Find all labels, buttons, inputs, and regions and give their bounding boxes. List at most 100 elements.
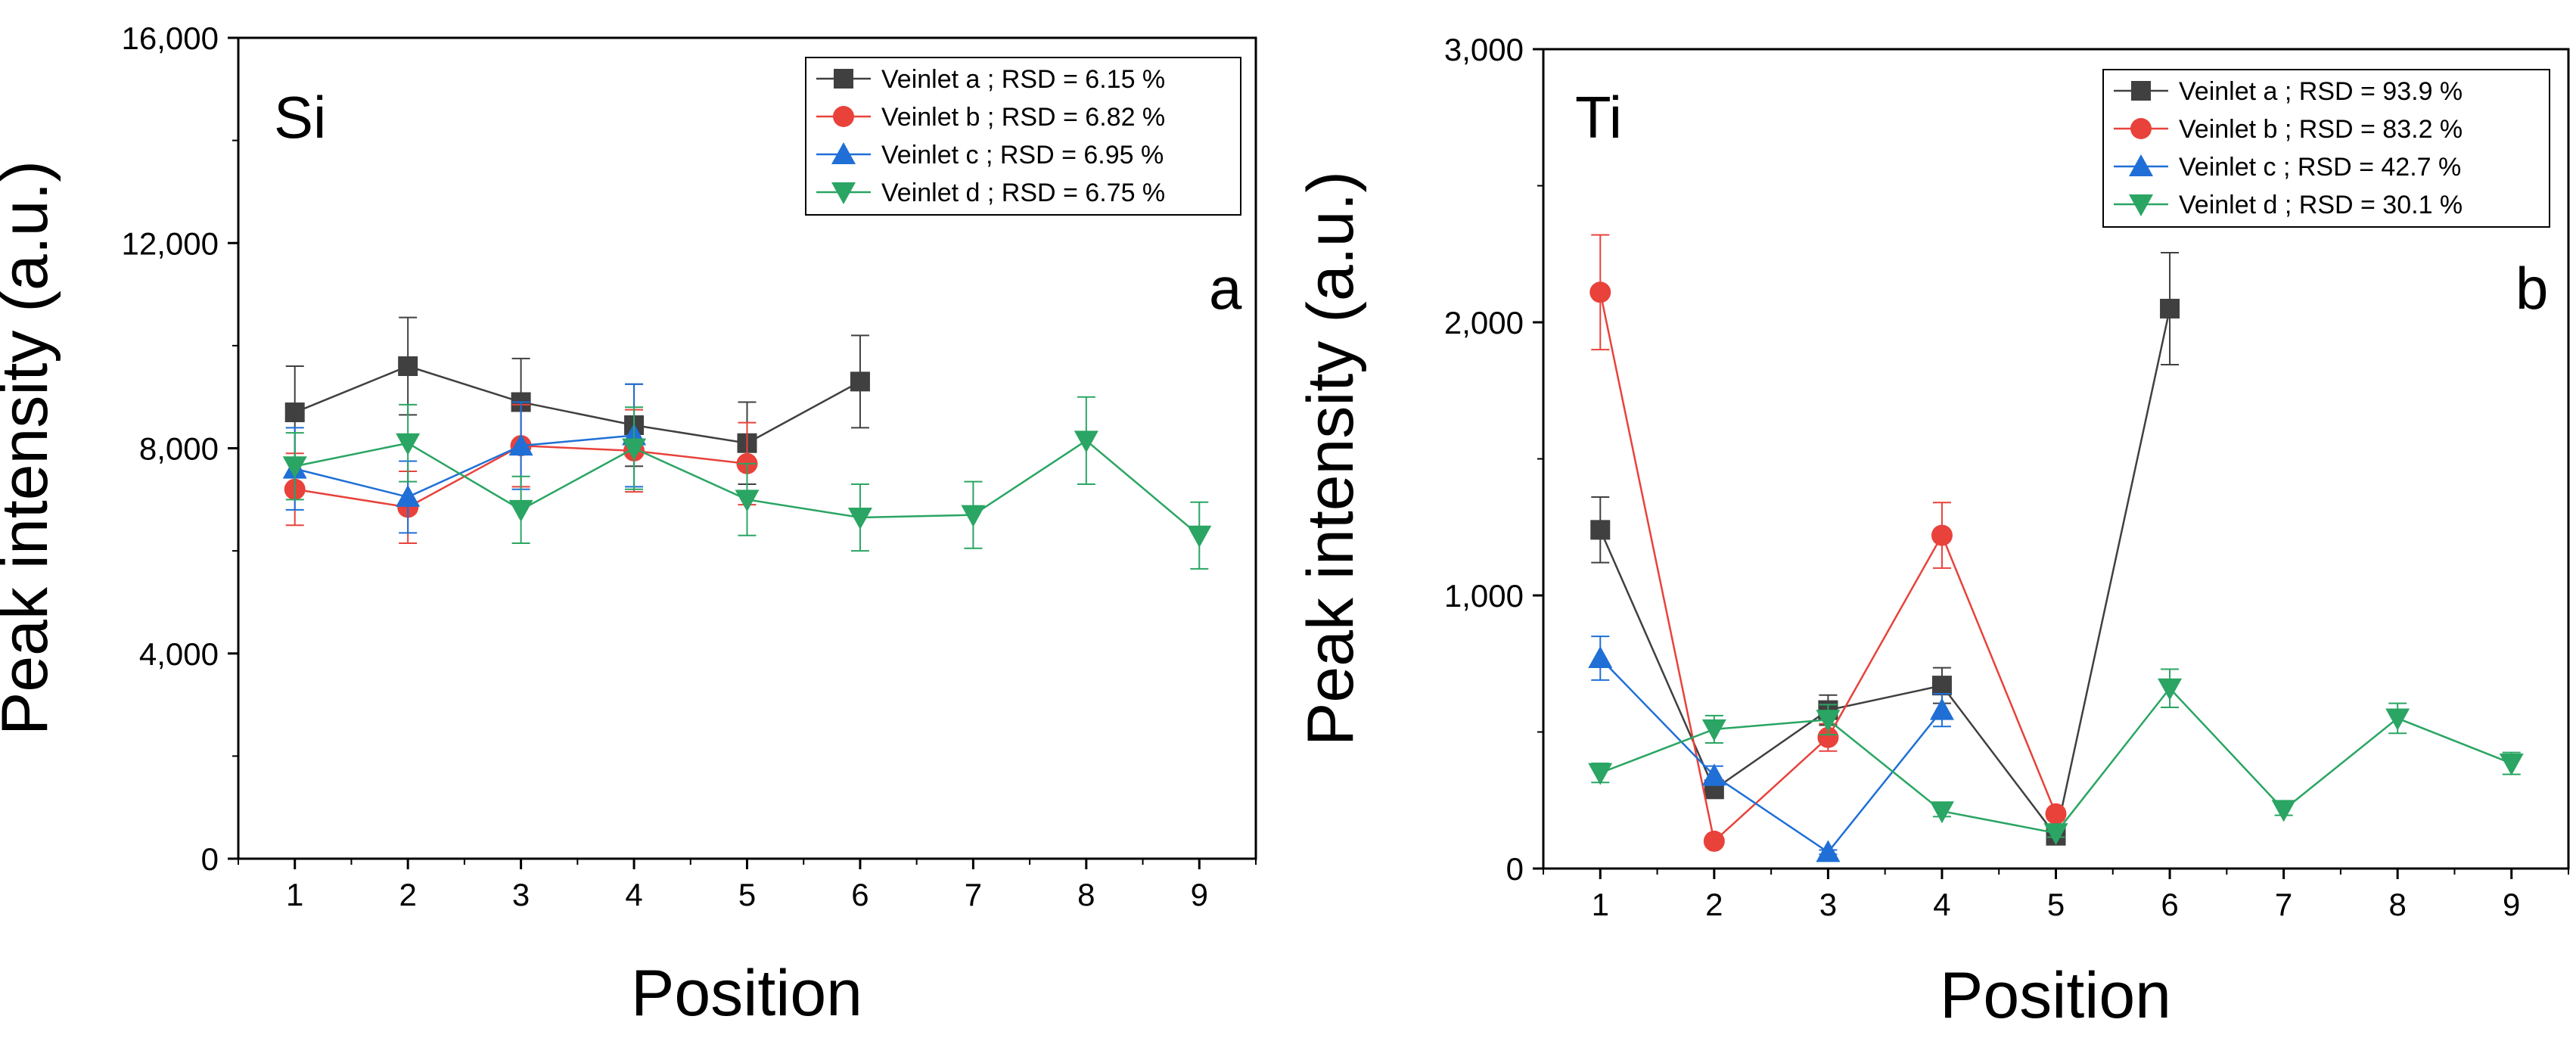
element-label: Si (274, 84, 326, 151)
series-3 (1588, 636, 1954, 862)
y-tick-label: 1,000 (1444, 578, 1524, 614)
legend-box (805, 57, 1241, 216)
x-tick-label: 2 (399, 877, 416, 912)
x-tick-label: 8 (1077, 877, 1095, 912)
legend: Veinlet a ; RSD = 93.9 % Veinlet b ; RSD … (2102, 69, 2550, 228)
y-tick-label: 0 (201, 841, 219, 877)
data-point (396, 433, 421, 455)
data-point (508, 434, 533, 456)
data-point (2043, 823, 2068, 846)
legend: Veinlet a ; RSD = 6.15 % Veinlet b ; RSD … (805, 57, 1241, 216)
data-point (735, 489, 760, 512)
data-point (850, 371, 870, 392)
data-point (622, 438, 647, 461)
legend-item: Veinlet a ; RSD = 6.15 % (816, 65, 1165, 94)
legend-label: Veinlet a ; RSD = 6.15 % (881, 65, 1165, 94)
x-tick-label: 5 (738, 877, 756, 912)
data-point (1589, 281, 1611, 303)
x-tick-label: 9 (2503, 887, 2520, 922)
y-tick-label: 3,000 (1444, 32, 1524, 67)
x-tick-label: 1 (286, 877, 303, 912)
legend-marker (831, 182, 856, 204)
data-point (2385, 708, 2410, 731)
data-point (284, 402, 305, 423)
legend-marker (2129, 154, 2153, 176)
axis-ticks-layer: 1 2 3 4 5 6 7 8 9 0 4,000 8,000 12,000 16,000 (122, 20, 1257, 912)
legend-label: Veinlet b ; RSD = 83.2 % (2179, 115, 2463, 144)
y-tick-label: 12,000 (122, 225, 219, 261)
data-point (1817, 726, 1839, 748)
y-tick-label: 0 (1506, 851, 1524, 887)
series-layer (1588, 234, 2524, 862)
data-point (1929, 801, 1954, 824)
legend-item: Veinlet b ; RSD = 83.2 % (2114, 115, 2463, 144)
legend-label: Veinlet c ; RSD = 42.7 % (2179, 153, 2461, 182)
series-layer (282, 316, 1212, 570)
panel-letter: b (2515, 255, 2548, 322)
legend-marker (833, 106, 854, 127)
legend-marker (831, 142, 856, 164)
y-axis-title: Peak intensity (a.u.) (0, 160, 61, 735)
data-point (1701, 763, 1726, 786)
y-tick-label: 2,000 (1444, 305, 1524, 340)
series-4 (282, 396, 1212, 570)
data-point (2160, 298, 2180, 319)
axis-ticks-layer: 1 2 3 4 5 6 7 8 9 0 1,000 2,000 3,000 (1444, 32, 2569, 922)
data-point (1703, 830, 1725, 852)
data-point (1588, 763, 1613, 785)
series-4 (1588, 668, 2524, 846)
legend-label: Veinlet d ; RSD = 30.1 % (2179, 191, 2463, 219)
y-axis-title: Peak intensity (a.u.) (1294, 171, 1367, 746)
legend-marker (834, 69, 853, 89)
series-line (294, 365, 861, 445)
x-axis-title: Position (631, 957, 862, 1030)
data-point (1816, 840, 1841, 862)
x-tick-label: 3 (1819, 887, 1837, 922)
data-point (1816, 710, 1841, 732)
data-point (1590, 520, 1611, 540)
data-point (282, 456, 307, 479)
x-tick-label: 5 (2047, 887, 2065, 922)
legend-item: Veinlet c ; RSD = 42.7 % (2114, 153, 2461, 182)
data-point (2499, 754, 2524, 776)
data-point (1588, 646, 1613, 669)
data-point (508, 499, 533, 522)
chart-panel-si: 1 2 3 4 5 6 7 8 9 0 4,000 8,000 12,000 16,000 Si a Po… (0, 20, 1257, 1030)
data-point (847, 508, 872, 530)
plot-frame (1542, 48, 2570, 870)
legend-item: Veinlet a ; RSD = 93.9 % (2114, 77, 2463, 106)
y-tick-label: 8,000 (139, 431, 219, 467)
series-line (1599, 657, 1943, 854)
data-point (2045, 803, 2067, 825)
element-label: Ti (1575, 84, 1622, 151)
series-1 (284, 316, 870, 485)
legend-item: Veinlet c ; RSD = 6.95 % (816, 141, 1164, 169)
x-tick-label: 8 (2388, 887, 2406, 922)
data-point (2158, 678, 2183, 701)
x-tick-label: 3 (512, 877, 530, 912)
x-axis-title: Position (1940, 959, 2171, 1032)
legend-box (2102, 69, 2550, 228)
x-tick-label: 6 (2161, 887, 2178, 922)
series-1 (1590, 251, 2180, 846)
data-point (961, 505, 986, 527)
plot-frame (237, 36, 1257, 860)
series-line (294, 434, 635, 499)
data-point (2271, 800, 2296, 822)
y-tick-label: 16,000 (122, 20, 219, 56)
legend-marker (2129, 194, 2153, 216)
x-tick-label: 6 (851, 877, 869, 912)
x-tick-label: 7 (2275, 887, 2292, 922)
panel-letter: a (1209, 255, 1242, 322)
y-tick-label: 4,000 (139, 636, 219, 672)
legend-marker (2131, 81, 2151, 101)
data-point (1929, 698, 1954, 720)
series-line (1599, 292, 2057, 844)
legend-item: Veinlet d ; RSD = 30.1 % (2114, 191, 2463, 219)
data-point (398, 356, 418, 376)
x-tick-label: 9 (1191, 877, 1208, 912)
legend-label: Veinlet c ; RSD = 6.95 % (881, 141, 1164, 169)
series-2 (1589, 234, 2067, 852)
data-point (1701, 719, 1726, 741)
